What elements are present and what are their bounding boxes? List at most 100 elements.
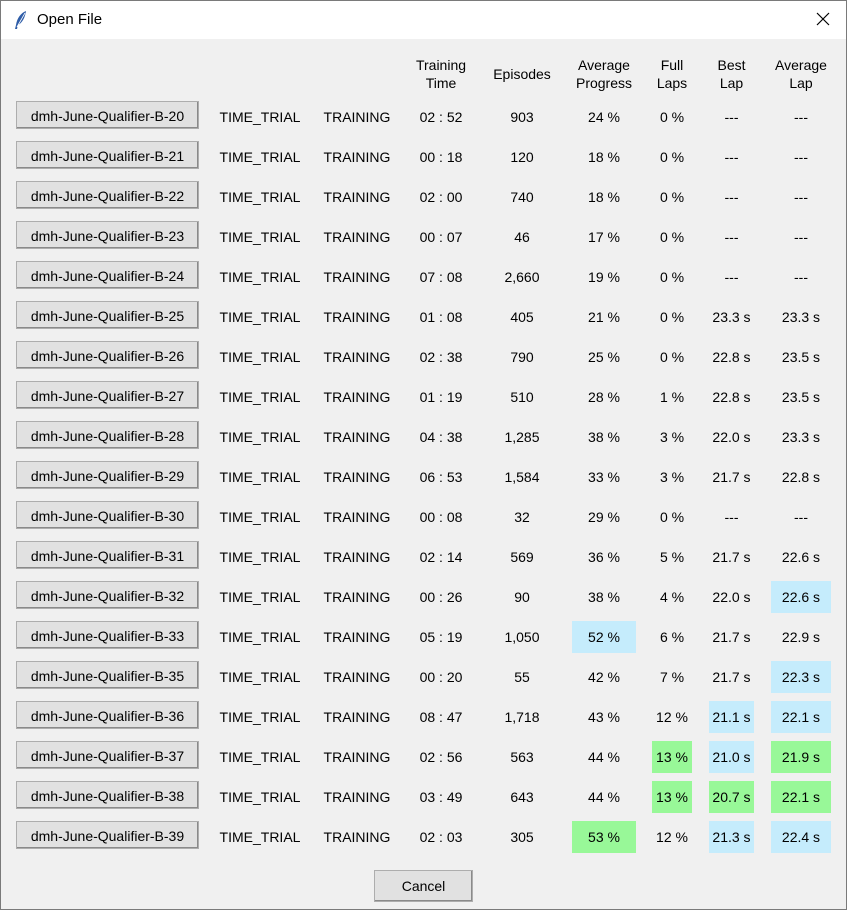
best-lap-cell: --- (724, 149, 739, 165)
full-laps-cell: 13 % (652, 781, 692, 813)
table-row: dmh-June-Qualifier-B-20 TIME_TRIAL TRAININ… (1, 97, 846, 137)
cancel-button[interactable]: Cancel (374, 870, 473, 902)
open-file-button[interactable]: dmh-June-Qualifier-B-24 (16, 261, 199, 289)
open-file-button[interactable]: dmh-June-Qualifier-B-31 (16, 541, 199, 569)
training-time-cell: 01 : 08 (419, 309, 463, 325)
best-lap-cell: --- (724, 109, 739, 125)
mode-cell: TIME_TRIAL (219, 149, 301, 165)
average-lap-cell: 22.6 s (781, 549, 821, 565)
training-time-cell: 00 : 18 (419, 149, 463, 165)
open-file-button[interactable]: dmh-June-Qualifier-B-39 (16, 821, 199, 849)
episodes-cell: 305 (510, 829, 534, 845)
full-laps-cell: 7 % (659, 669, 685, 685)
best-lap-cell: 21.1 s (709, 701, 754, 733)
best-lap-cell: 21.7 s (712, 549, 751, 565)
average-progress-cell: 17 % (588, 229, 620, 245)
best-lap-cell: 21.7 s (712, 629, 751, 645)
table-row: dmh-June-Qualifier-B-32 TIME_TRIAL TRAININ… (1, 577, 846, 617)
training-time-cell: 02 : 14 (419, 549, 463, 565)
table-row: dmh-June-Qualifier-B-22 TIME_TRIAL TRAININ… (1, 177, 846, 217)
table-row: dmh-June-Qualifier-B-28 TIME_TRIAL TRAININ… (1, 417, 846, 457)
full-laps-cell: 0 % (659, 509, 685, 525)
mode-cell: TIME_TRIAL (219, 709, 301, 725)
average-lap-cell: 22.8 s (781, 469, 821, 485)
training-time-cell: 02 : 03 (419, 829, 463, 845)
mode-cell: TIME_TRIAL (219, 789, 301, 805)
full-laps-cell: 0 % (659, 229, 685, 245)
table-row: dmh-June-Qualifier-B-37 TIME_TRIAL TRAININ… (1, 737, 846, 777)
average-progress-cell: 25 % (588, 349, 620, 365)
open-file-button[interactable]: dmh-June-Qualifier-B-25 (16, 301, 199, 329)
open-file-button[interactable]: dmh-June-Qualifier-B-28 (16, 421, 199, 449)
full-laps-cell: 12 % (656, 829, 688, 845)
best-lap-cell: 22.0 s (712, 589, 751, 605)
best-lap-cell: 22.8 s (712, 389, 751, 405)
episodes-cell: 120 (510, 149, 534, 165)
episodes-cell: 790 (510, 349, 534, 365)
average-progress-cell: 52 % (572, 621, 636, 653)
best-lap-cell: 23.3 s (712, 309, 751, 325)
episodes-cell: 405 (510, 309, 534, 325)
training-time-cell: 01 : 19 (419, 389, 463, 405)
average-lap-cell: --- (794, 229, 808, 245)
mode-cell: TIME_TRIAL (219, 109, 301, 125)
open-file-button[interactable]: dmh-June-Qualifier-B-30 (16, 501, 199, 529)
open-file-button[interactable]: dmh-June-Qualifier-B-23 (16, 221, 199, 249)
full-laps-cell: 13 % (652, 741, 692, 773)
mode-cell: TIME_TRIAL (219, 229, 301, 245)
training-time-cell: 02 : 56 (419, 749, 463, 765)
phase-cell: TRAINING (323, 669, 391, 685)
header-average-progress: Average Progress (575, 57, 633, 91)
table-row: dmh-June-Qualifier-B-24 TIME_TRIAL TRAININ… (1, 257, 846, 297)
best-lap-cell: 20.7 s (709, 781, 754, 813)
average-progress-cell: 42 % (588, 669, 620, 685)
open-file-button[interactable]: dmh-June-Qualifier-B-33 (16, 621, 199, 649)
best-lap-cell: --- (724, 229, 739, 245)
open-file-button[interactable]: dmh-June-Qualifier-B-29 (16, 461, 199, 489)
average-progress-cell: 36 % (588, 549, 620, 565)
episodes-cell: 740 (510, 189, 534, 205)
open-file-button[interactable]: dmh-June-Qualifier-B-21 (16, 141, 199, 169)
close-icon (816, 12, 830, 29)
open-file-button[interactable]: dmh-June-Qualifier-B-26 (16, 341, 199, 369)
open-file-button[interactable]: dmh-June-Qualifier-B-38 (16, 781, 199, 809)
title-bar[interactable]: Open File (1, 1, 846, 39)
window-title: Open File (37, 11, 103, 28)
average-progress-cell: 24 % (588, 109, 620, 125)
training-time-cell: 00 : 07 (419, 229, 463, 245)
episodes-cell: 90 (514, 589, 530, 605)
open-file-button[interactable]: dmh-June-Qualifier-B-20 (16, 101, 199, 129)
mode-cell: TIME_TRIAL (219, 349, 301, 365)
close-button[interactable] (800, 1, 846, 39)
training-time-cell: 02 : 00 (419, 189, 463, 205)
open-file-button[interactable]: dmh-June-Qualifier-B-37 (16, 741, 199, 769)
episodes-cell: 569 (510, 549, 534, 565)
average-lap-cell: --- (794, 189, 808, 205)
mode-cell: TIME_TRIAL (219, 429, 301, 445)
open-file-button[interactable]: dmh-June-Qualifier-B-22 (16, 181, 199, 209)
open-file-button[interactable]: dmh-June-Qualifier-B-32 (16, 581, 199, 609)
training-time-cell: 02 : 38 (419, 349, 463, 365)
open-file-button[interactable]: dmh-June-Qualifier-B-36 (16, 701, 199, 729)
full-laps-cell: 0 % (659, 349, 685, 365)
best-lap-cell: 21.0 s (709, 741, 754, 773)
mode-cell: TIME_TRIAL (219, 549, 301, 565)
best-lap-cell: 22.0 s (712, 429, 751, 445)
episodes-cell: 1,718 (504, 709, 540, 725)
average-lap-cell: --- (794, 269, 808, 285)
best-lap-cell: --- (724, 189, 739, 205)
table-row: dmh-June-Qualifier-B-23 TIME_TRIAL TRAININ… (1, 217, 846, 257)
phase-cell: TRAINING (323, 189, 391, 205)
phase-cell: TRAINING (323, 469, 391, 485)
training-time-cell: 00 : 08 (419, 509, 463, 525)
average-progress-cell: 28 % (588, 389, 620, 405)
open-file-button[interactable]: dmh-June-Qualifier-B-27 (16, 381, 199, 409)
phase-cell: TRAINING (323, 709, 391, 725)
full-laps-cell: 3 % (659, 429, 685, 445)
table-row: dmh-June-Qualifier-B-36 TIME_TRIAL TRAININ… (1, 697, 846, 737)
open-file-button[interactable]: dmh-June-Qualifier-B-35 (16, 661, 199, 689)
phase-cell: TRAINING (323, 549, 391, 565)
average-lap-cell: 23.5 s (781, 389, 821, 405)
average-progress-cell: 18 % (588, 189, 620, 205)
